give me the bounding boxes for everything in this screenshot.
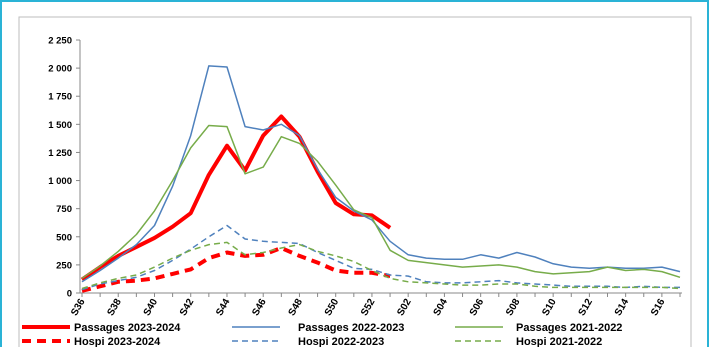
y-tick-label: 2 000 [48,64,72,75]
y-tick-label: 750 [56,204,72,215]
y-tick-label: 1 750 [48,92,72,103]
series-line [81,224,680,291]
series-line [81,65,681,283]
series-line [81,124,681,280]
legend-label: Passages 2023-2024 [74,322,181,334]
legend-label: Hospi 2022-2023 [298,336,384,347]
y-tick-label: 1 250 [48,148,72,159]
y-tick-label: 1 500 [48,120,72,131]
y-tick-label: 250 [56,260,72,271]
chart-frame [18,16,692,352]
y-tick-label: 500 [56,232,72,243]
y-tick-label: 1 000 [48,176,72,187]
y-tick-label: 2 250 [48,36,72,47]
series-line [81,241,681,290]
y-tick-label: 0 [67,289,72,300]
series-line [80,114,392,282]
legend-label: Hospi 2021-2022 [516,336,602,347]
legend-label: Hospi 2023-2024 [74,336,161,347]
series-line [81,246,391,293]
legend-label: Passages 2022-2023 [298,322,404,334]
legend-label: Passages 2021-2022 [516,322,622,334]
